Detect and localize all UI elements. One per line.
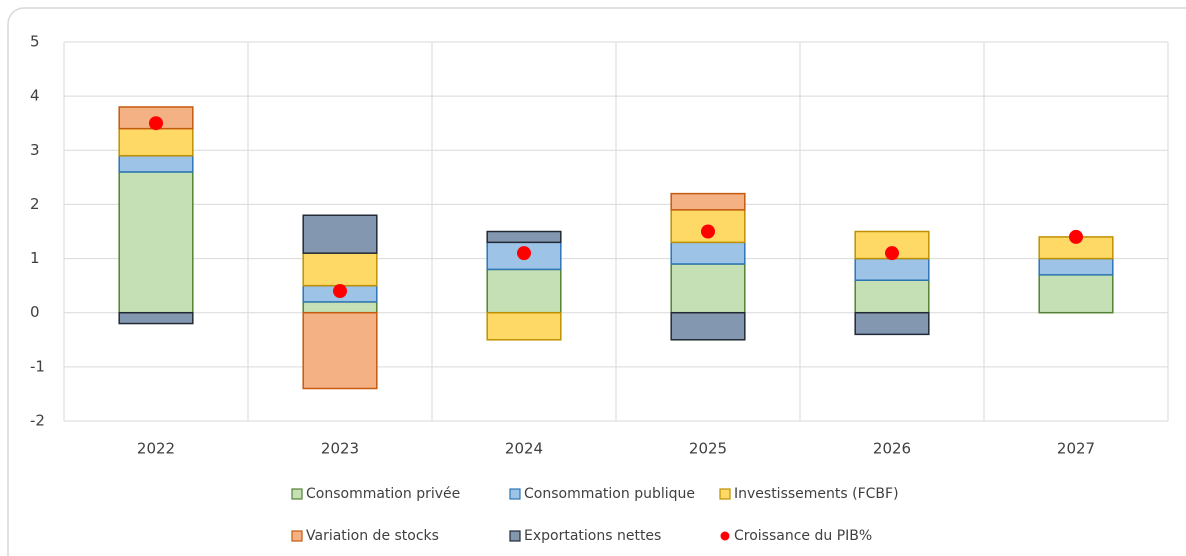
bar-segment bbox=[302, 311, 378, 390]
chart-frame bbox=[7, 7, 1186, 556]
bar-segment bbox=[670, 241, 746, 265]
bar-segment bbox=[486, 230, 562, 244]
y-tick-label: 5 bbox=[30, 33, 40, 51]
bar-segment bbox=[854, 257, 930, 281]
legend-marker bbox=[291, 488, 303, 500]
x-tick-label: 2023 bbox=[321, 440, 359, 458]
legend-label: Consommation privée bbox=[306, 486, 460, 502]
y-tick-label: 2 bbox=[30, 195, 40, 213]
bar-segment bbox=[670, 263, 746, 314]
growth-dot bbox=[333, 284, 347, 299]
x-tick-label: 2027 bbox=[1057, 440, 1095, 458]
bar-segment bbox=[118, 171, 194, 314]
y-tick-label: 3 bbox=[30, 141, 40, 159]
bar-segment bbox=[302, 214, 378, 254]
legend-label: Variation de stocks bbox=[306, 528, 439, 544]
legend-label: Exportations nettes bbox=[524, 528, 661, 544]
bar-segment bbox=[486, 268, 562, 314]
x-tick-label: 2025 bbox=[689, 440, 727, 458]
bar-segment bbox=[118, 311, 194, 325]
growth-dot bbox=[149, 116, 163, 131]
bar-segment bbox=[1038, 257, 1114, 276]
bar-segment bbox=[118, 127, 194, 157]
y-tick-label: -2 bbox=[30, 412, 45, 430]
growth-dot bbox=[1069, 229, 1083, 244]
legend-marker bbox=[291, 530, 303, 542]
legend-label: Croissance du PIB% bbox=[734, 528, 872, 544]
growth-dot bbox=[517, 246, 531, 261]
legend-marker bbox=[509, 530, 521, 542]
bar-segment bbox=[670, 192, 746, 211]
y-tick-label: 4 bbox=[30, 87, 40, 105]
bar-segment bbox=[854, 311, 930, 336]
x-tick-label: 2022 bbox=[137, 440, 175, 458]
bar-segment bbox=[302, 301, 378, 314]
legend-label: Investissements (FCBF) bbox=[734, 486, 899, 502]
growth-dot bbox=[701, 224, 715, 239]
bar-segment bbox=[1038, 274, 1114, 314]
x-tick-label: 2026 bbox=[873, 440, 911, 458]
legend-marker bbox=[720, 531, 730, 541]
bar-segment bbox=[854, 279, 930, 314]
bar-segment bbox=[302, 252, 378, 287]
bar-segment bbox=[670, 311, 746, 341]
x-tick-label: 2024 bbox=[505, 440, 543, 458]
legend-marker bbox=[509, 488, 521, 500]
legend-marker bbox=[719, 488, 731, 500]
bar-segment bbox=[486, 311, 562, 341]
y-tick-label: 1 bbox=[30, 249, 40, 267]
y-tick-label: 0 bbox=[30, 303, 40, 321]
growth-dot bbox=[885, 246, 899, 261]
y-tick-label: -1 bbox=[30, 357, 45, 375]
bar-segment bbox=[118, 154, 194, 173]
legend-label: Consommation publique bbox=[524, 486, 695, 502]
